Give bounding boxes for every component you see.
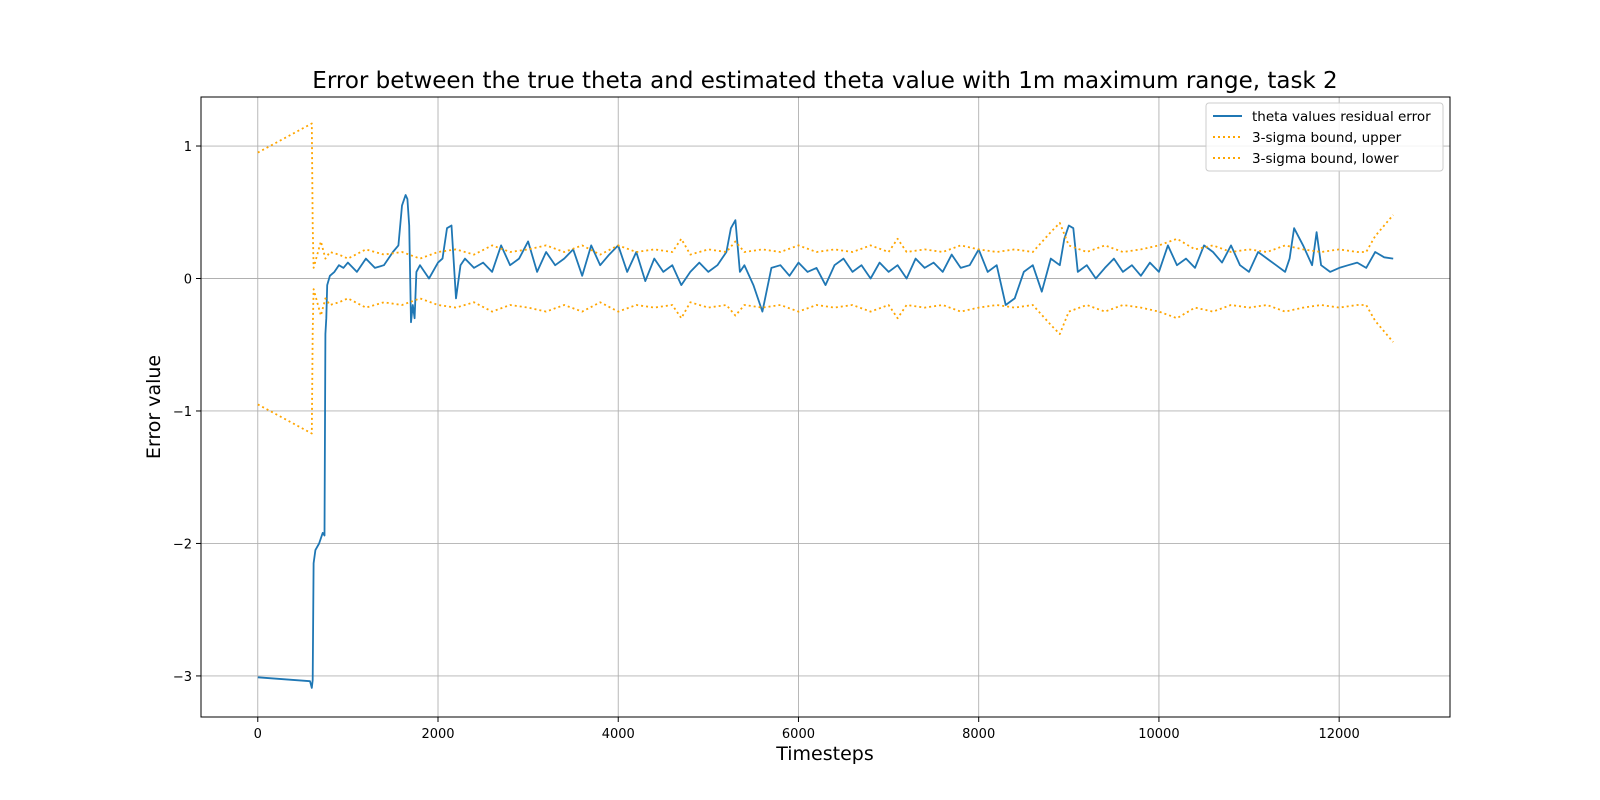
x-tick-label: 12000 xyxy=(1318,727,1359,742)
plot-area xyxy=(201,97,1450,717)
series-line-0 xyxy=(257,194,1394,689)
x-tick-label: 10000 xyxy=(1138,727,1179,742)
y-tick-label: −3 xyxy=(173,670,192,685)
legend-label-lower: 3-sigma bound, lower xyxy=(1252,151,1399,167)
legend-label-upper: 3-sigma bound, upper xyxy=(1252,130,1402,146)
x-axis-label: Timesteps xyxy=(775,743,874,765)
legend-box xyxy=(1205,102,1444,172)
y-tick-label: −2 xyxy=(173,537,192,552)
legend-label-residual: theta values residual error xyxy=(1252,109,1431,125)
series-lines xyxy=(257,122,1394,689)
x-tick-label: 6000 xyxy=(782,727,815,742)
y-tick-label: −1 xyxy=(173,405,192,420)
axis-ticks: 0 2000 4000 6000 8000 10000 12000 1 0 −1 −2 −3 xyxy=(173,140,1360,742)
x-tick-label: 2000 xyxy=(421,727,454,742)
grid-lines xyxy=(201,97,1450,717)
legend: theta values residual error 3-sigma boun… xyxy=(1205,102,1444,172)
plot-frame xyxy=(200,96,1451,718)
series-line-1 xyxy=(257,122,1394,269)
series-line-2 xyxy=(257,288,1394,435)
x-tick-label: 4000 xyxy=(602,727,635,742)
y-tick-label: 0 xyxy=(184,272,192,287)
y-tick-label: 1 xyxy=(184,140,192,155)
x-tick-label: 0 xyxy=(254,727,262,742)
chart-title: Error between the true theta and estimat… xyxy=(312,68,1337,94)
x-tick-label: 8000 xyxy=(962,727,995,742)
y-axis-label: Error value xyxy=(143,355,165,459)
